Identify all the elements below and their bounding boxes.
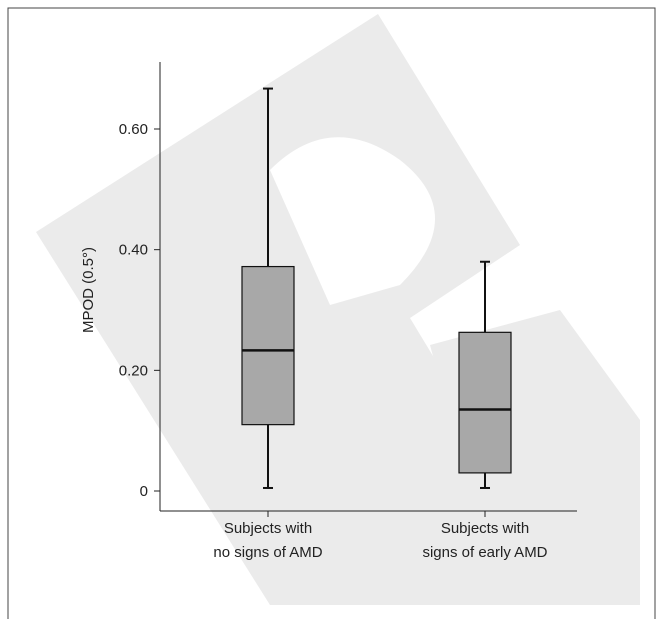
watermark-inner <box>270 137 435 305</box>
box-1-iqr <box>241 265 295 426</box>
y-tick-label-1: 0.20 <box>119 362 148 379</box>
y-tick-label-2: 0.40 <box>119 242 148 259</box>
category-label-2-line1: Subjects with <box>441 520 529 537</box>
category-label-1-line2: no signs of AMD <box>213 544 322 561</box>
y-axis-ticks: 0 0.20 0.40 0.60 <box>119 121 160 500</box>
y-tick-label-0: 0 <box>140 483 148 500</box>
y-tick-label-3: 0.60 <box>119 121 148 138</box>
x-category-labels: Subjects with no signs of AMD Subjects w… <box>213 520 547 561</box>
category-label-2-line2: signs of early AMD <box>422 544 547 561</box>
box-plots <box>241 87 512 517</box>
category-label-1-line1: Subjects with <box>224 520 312 537</box>
figure-frame <box>7 7 656 619</box>
watermark <box>36 14 640 605</box>
y-axis-title: MPOD (0.5°) <box>80 247 97 333</box>
box-2-iqr <box>458 331 512 474</box>
